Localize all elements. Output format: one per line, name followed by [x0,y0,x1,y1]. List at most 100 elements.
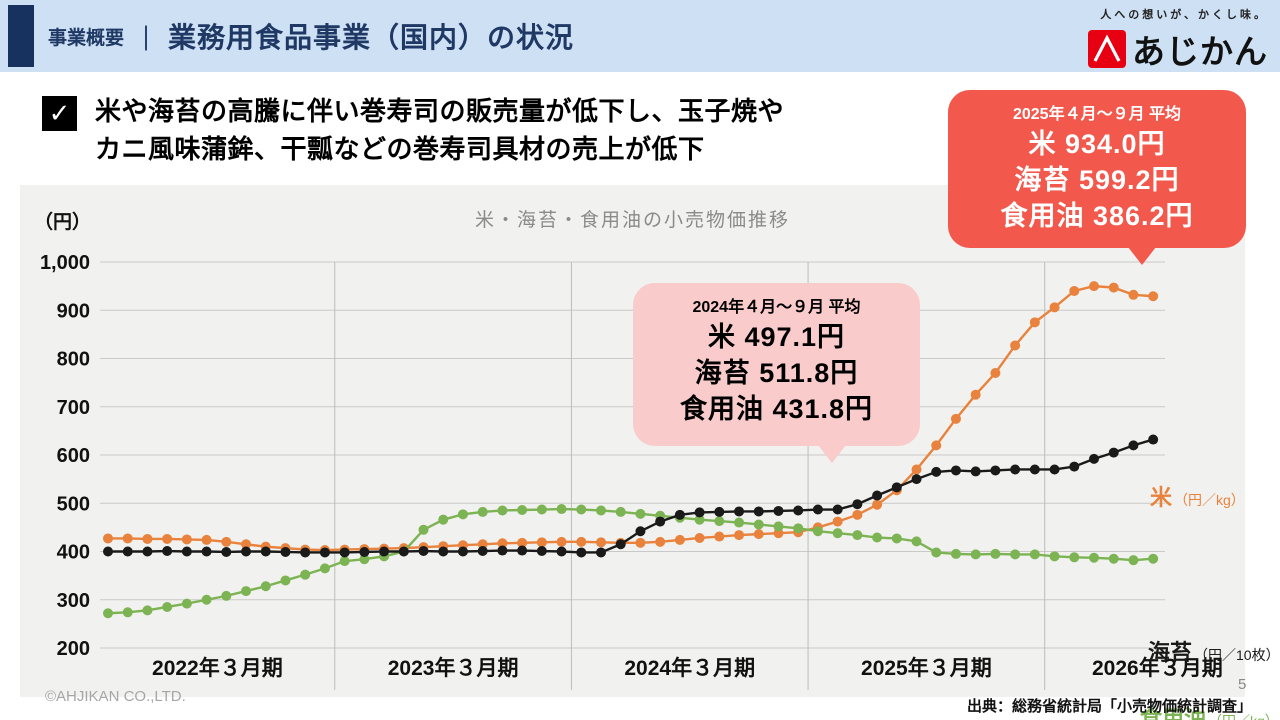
data-point-米-3 [162,533,173,544]
callout-2025-nori: 海苔 599.2円 [1014,165,1180,195]
series-name-rice: 米 [1150,485,1173,510]
data-point-食用油-17 [438,514,449,525]
data-point-米-20 [497,538,508,549]
series-line-米 [108,284,1154,552]
data-point-米-38 [852,509,863,520]
data-point-食用油-34 [773,521,784,532]
data-point-海苔-7 [241,546,252,557]
data-point-食用油-0 [103,608,113,619]
data-point-海苔-52 [1128,440,1139,451]
data-point-食用油-43 [950,548,961,559]
data-point-食用油-5 [201,594,212,605]
page-title: 業務用食品事業（国内）の状況 [168,22,575,53]
data-point-米-2 [142,533,153,544]
data-point-食用油-26 [615,506,626,517]
series-label-oil: 食用油（円／kg） [1140,701,1279,720]
data-point-食用油-22 [536,504,547,515]
data-point-海苔-34 [773,505,784,516]
y-axis-unit: （円） [34,212,92,233]
data-point-海苔-51 [1108,447,1119,458]
data-point-米-4 [181,534,192,545]
series-name-oil: 食用油 [1140,706,1207,720]
data-point-海苔-5 [201,546,212,557]
data-point-海苔-49 [1069,461,1080,472]
x-label-3: 2025年３月期 [861,656,992,680]
data-point-海苔-47 [1029,464,1040,475]
data-point-海苔-48 [1049,464,1060,475]
key-message-line1: 米や海苔の高騰に伴い巻寿司の販売量が低下し、玉子焼や [95,96,785,126]
x-label-4: 2026年３月期 [1092,656,1223,680]
data-point-米-48 [1049,302,1060,313]
data-point-米-5 [201,534,212,545]
callout-2024-nori: 海苔 511.8円 [694,358,859,388]
data-point-海苔-33 [753,506,764,517]
chart-panel: （円） 米・海苔・食用油の小売物価推移 200 300 400 500 600 700 80… [20,185,1280,720]
data-point-食用油-52 [1128,555,1139,566]
data-point-米-22 [536,537,547,548]
ahjikan-logo-icon [1088,30,1126,68]
data-point-米-7 [241,539,252,550]
brand-tagline: 人への想いが、かくし味。 [1100,9,1268,21]
data-point-海苔-6 [221,546,232,557]
data-point-米-32 [734,530,745,541]
data-point-海苔-38 [852,499,863,510]
data-point-食用油-42 [931,547,942,558]
data-point-食用油-50 [1089,552,1099,563]
series-unit-nori: （円／10枚） [1194,647,1280,663]
data-point-海苔-13 [359,546,370,557]
data-point-海苔-36 [812,504,823,515]
key-message: ✓ 米や海苔の高騰に伴い巻寿司の販売量が低下し、玉子焼や カニ風味蒲鉾、干瓢など… [42,92,784,168]
y-tick-700: 700 [57,397,90,419]
data-point-食用油-51 [1108,553,1119,564]
header-divider: ｜ [134,25,159,53]
data-point-米-47 [1029,317,1040,328]
y-tick-800: 800 [57,349,90,371]
data-point-食用油-20 [497,505,508,516]
data-point-食用油-25 [596,505,606,516]
data-point-食用油-6 [221,590,232,601]
series-name-nori: 海苔 [1148,640,1193,665]
data-point-米-52 [1128,289,1139,300]
data-point-海苔-2 [142,546,153,557]
data-point-海苔-11 [319,547,330,558]
callout-2025-rice: 米 934.0円 [1028,129,1166,159]
y-tick-900: 900 [57,300,90,322]
data-point-米-50 [1089,281,1099,292]
data-point-海苔-24 [576,547,587,558]
data-point-食用油-32 [734,517,745,528]
data-point-食用油-48 [1049,551,1060,562]
data-point-米-0 [103,533,113,544]
data-point-海苔-18 [457,546,468,557]
series-unit-rice: （円／kg） [1174,492,1245,508]
header: 事業概要 ｜ 業務用食品事業（国内）の状況 人への想いが、かくし味。 あじかん [0,0,1280,72]
data-point-海苔-50 [1089,453,1099,464]
data-point-食用油-40 [891,533,902,544]
price-line-chart: 200 300 400 500 600 700 800 900 1,000 2022年３月期 202… [40,252,1223,690]
data-point-海苔-35 [793,505,804,516]
data-point-米-1 [122,533,133,544]
series-line-食用油 [107,507,1154,615]
brand-logo: あじかん [1088,25,1268,73]
data-point-海苔-43 [950,465,961,476]
data-point-海苔-39 [872,490,883,501]
x-label-0: 2022年３月期 [152,656,283,680]
callout-2024-oil: 食用油 431.8円 [679,394,874,424]
data-point-米-31 [714,531,725,542]
data-point-海苔-14 [379,546,390,557]
data-point-海苔-25 [596,547,606,558]
data-point-海苔-16 [418,546,429,557]
data-point-食用油-19 [477,506,488,517]
data-point-食用油-33 [753,519,764,530]
checkbox-icon: ✓ [42,96,77,131]
source-note: 出典：総務省統計局「小売物価統計調査」 [966,698,1252,715]
callout-2024-average: 2024年４月～９月 平均 米 497.1円 海苔 511.8円 食用油 431… [633,283,920,463]
series-label-rice: 米（円／kg） [1150,480,1245,512]
data-point-米-37 [832,516,843,527]
data-point-食用油-13 [359,554,370,565]
data-point-食用油-47 [1029,549,1040,560]
data-point-食用油-11 [319,563,330,574]
data-point-米-24 [576,536,587,547]
data-point-海苔-15 [398,546,409,557]
data-point-食用油-49 [1069,552,1080,563]
data-point-食用油-39 [872,532,883,543]
